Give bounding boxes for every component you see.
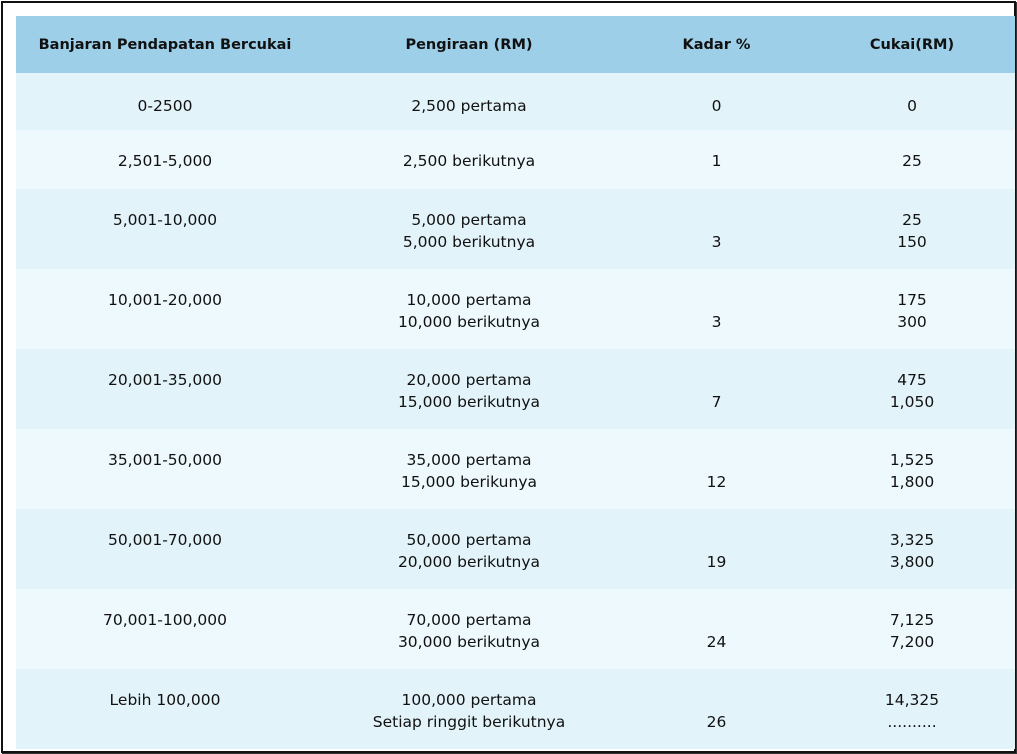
tax-rate-table: Banjaran Pendapatan Bercukai Pengiraan (… bbox=[16, 16, 1015, 749]
header-rate: Kadar % bbox=[682, 36, 751, 53]
income-range-cell: 20,001-35,000 bbox=[107, 371, 223, 389]
rate-cell: 0 bbox=[711, 97, 722, 115]
income-range-cell: 10,001-20,000 bbox=[107, 291, 223, 309]
tax-cell: 3,325 3,800 bbox=[889, 531, 935, 571]
table-row: 35,001-50,000 35,000 pertama 15,000 berik… bbox=[16, 429, 1015, 509]
rate-cell: 3 bbox=[711, 233, 722, 251]
tax-cell: 25 150 bbox=[897, 211, 927, 251]
income-range-cell: 70,001-100,000 bbox=[103, 611, 227, 629]
income-range-cell: Lebih 100,000 bbox=[109, 691, 221, 709]
tax-cell: 475 1,050 bbox=[889, 371, 935, 411]
income-range-cell: 5,001-10,000 bbox=[112, 211, 218, 229]
table-header-row: Banjaran Pendapatan Bercukai Pengiraan (… bbox=[16, 16, 1015, 73]
income-range-cell: 2,501-5,000 bbox=[117, 152, 213, 170]
table-row: 50,001-70,000 50,000 pertama 20,000 berik… bbox=[16, 509, 1015, 589]
header-income-range: Banjaran Pendapatan Bercukai bbox=[38, 36, 292, 53]
rate-cell: 19 bbox=[706, 553, 727, 571]
table-row: 0-2500 2,500 pertama 0 0 bbox=[16, 73, 1015, 130]
table-row: Lebih 100,000 100,000 pertama Setiap ring… bbox=[16, 669, 1015, 749]
table-row: 5,001-10,000 5,000 pertama 5,000 berikutn… bbox=[16, 189, 1015, 269]
calculation-cell: 35,000 pertama 15,000 berikunya bbox=[400, 451, 538, 491]
tax-cell: 25 bbox=[902, 152, 922, 170]
table-row: 10,001-20,000 10,000 pertama 10,000 berik… bbox=[16, 269, 1015, 349]
tax-cell: 14,325.......... bbox=[884, 691, 940, 731]
income-range-cell: 35,001-50,000 bbox=[107, 451, 223, 469]
tax-cell: 1,525 1,800 bbox=[889, 451, 935, 491]
tax-cell: 175 300 bbox=[897, 291, 927, 331]
calculation-cell: 20,000 pertama 15,000 berikutnya bbox=[397, 371, 541, 411]
calculation-cell: 50,000 pertama 20,000 berikutnya bbox=[397, 531, 541, 571]
rate-cell: 26 bbox=[706, 713, 727, 731]
table-row: 70,001-100,000 70,000 pertama 30,000 beri… bbox=[16, 589, 1015, 669]
income-range-cell: 0-2500 bbox=[137, 97, 193, 115]
calculation-cell: 5,000 pertama 5,000 berikutnya bbox=[402, 211, 536, 251]
rate-cell: 7 bbox=[711, 393, 722, 411]
tax-cell: 7,125 7,200 bbox=[889, 611, 935, 651]
calculation-cell: 100,000 pertama Setiap ringgit berikutnya bbox=[372, 691, 566, 731]
calculation-cell: 2,500 berikutnya bbox=[402, 152, 536, 170]
income-range-cell: 50,001-70,000 bbox=[107, 531, 223, 549]
table-row: 2,501-5,000 2,500 berikutnya 1 25 bbox=[16, 130, 1015, 189]
rate-cell: 12 bbox=[706, 473, 727, 491]
rate-cell: 3 bbox=[711, 313, 722, 331]
table-row: 20,001-35,000 20,000 pertama 15,000 berik… bbox=[16, 349, 1015, 429]
header-tax: Cukai(RM) bbox=[869, 36, 955, 53]
rate-cell: 1 bbox=[711, 152, 722, 170]
calculation-cell: 10,000 pertama 10,000 berikutnya bbox=[397, 291, 541, 331]
calculation-cell: 70,000 pertama 30,000 berikutnya bbox=[397, 611, 541, 651]
rate-cell: 24 bbox=[706, 633, 727, 651]
calculation-cell: 2,500 pertama bbox=[411, 97, 527, 115]
header-calculation: Pengiraan (RM) bbox=[405, 36, 533, 53]
tax-cell: 0 bbox=[907, 97, 917, 115]
